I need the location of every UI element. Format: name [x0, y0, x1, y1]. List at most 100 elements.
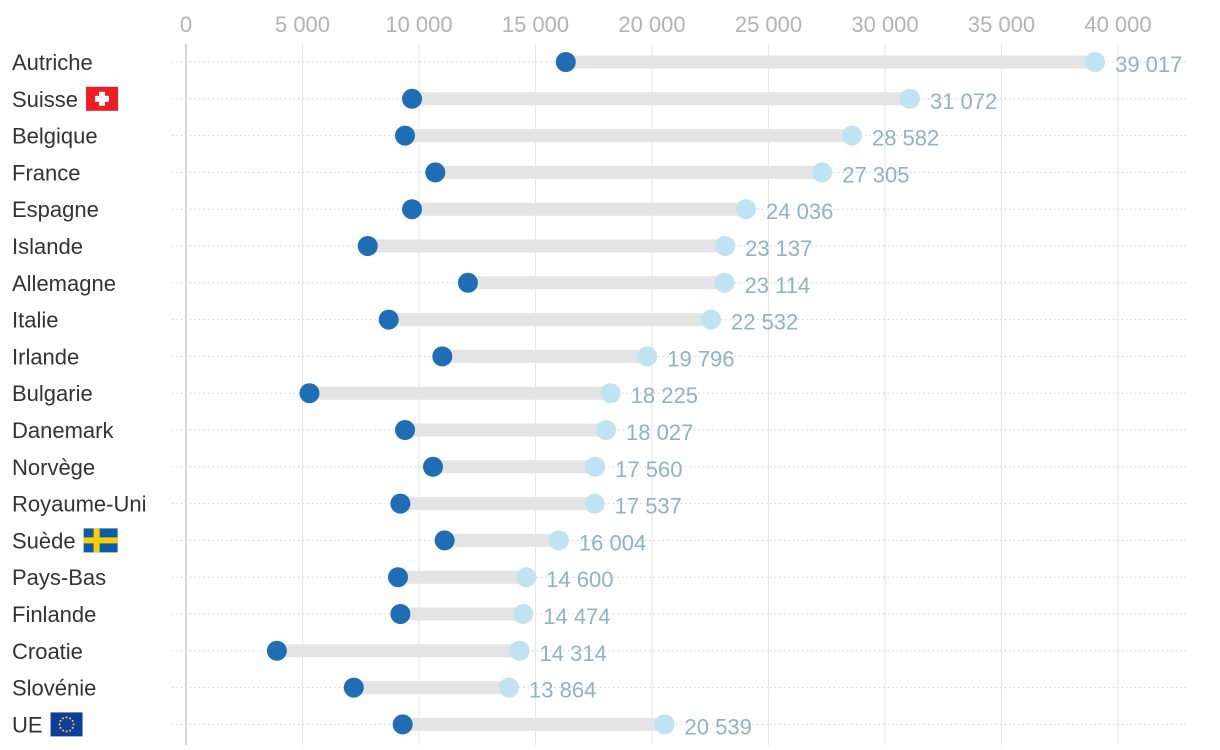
category-label: Suède	[12, 528, 76, 553]
flag-star	[69, 729, 72, 732]
category-label: UE	[12, 712, 43, 737]
x-tick-label: 0	[180, 12, 192, 37]
value-label: 14 474	[543, 604, 610, 629]
start-point	[390, 493, 411, 514]
end-point	[513, 604, 534, 624]
value-label: 18 225	[631, 383, 698, 408]
start-point	[357, 236, 378, 256]
end-point	[637, 346, 658, 367]
start-point	[388, 567, 409, 588]
end-point	[585, 456, 606, 477]
category-label: Irlande	[12, 344, 79, 369]
start-point	[390, 604, 411, 624]
end-point	[841, 125, 862, 146]
start-point	[343, 677, 364, 698]
value-label: 17 560	[615, 457, 682, 482]
value-label: 23 137	[745, 236, 812, 261]
category-label: Islande	[12, 234, 83, 259]
end-point	[899, 88, 920, 109]
x-tick-label: 20 000	[618, 12, 685, 37]
end-point	[1085, 52, 1106, 72]
start-point	[457, 272, 478, 293]
flag-star	[62, 717, 65, 720]
end-point	[499, 677, 520, 698]
x-tick-label: 40 000	[1084, 12, 1151, 37]
end-point	[654, 714, 675, 735]
value-label: 13 864	[529, 678, 596, 703]
flag-field	[50, 712, 83, 737]
value-label: 19 796	[667, 346, 734, 371]
category-label: Pays-Bas	[12, 565, 106, 590]
start-point	[299, 383, 320, 404]
end-point	[516, 567, 537, 588]
category-label: Bulgarie	[12, 381, 93, 406]
flag-star	[62, 729, 65, 732]
value-label: 14 314	[540, 641, 607, 666]
flag-star	[69, 717, 72, 720]
category-label: Belgique	[12, 124, 98, 149]
x-tick-label: 5 000	[275, 12, 330, 37]
end-point	[736, 199, 757, 220]
x-tick-label: 25 000	[735, 12, 802, 37]
category-label: Royaume-Uni	[12, 492, 147, 517]
value-label: 20 539	[685, 714, 752, 739]
end-point	[714, 272, 735, 293]
start-point	[422, 456, 443, 477]
swiss-flag-icon	[86, 86, 119, 111]
value-label: 14 600	[546, 567, 613, 592]
swedish-flag-icon	[83, 528, 118, 553]
category-label: Danemark	[12, 418, 114, 443]
value-label: 17 537	[615, 494, 682, 519]
start-point	[555, 52, 576, 72]
flag-star	[72, 723, 75, 726]
flag-star	[65, 716, 68, 719]
category-label: Croatie	[12, 639, 83, 664]
start-point	[434, 530, 455, 551]
start-point	[266, 640, 287, 661]
x-tick-label: 15 000	[502, 12, 569, 37]
flag-star	[59, 719, 62, 722]
value-label: 18 027	[626, 420, 693, 445]
value-label: 24 036	[766, 199, 833, 224]
flag-cross-horizontal	[95, 95, 110, 102]
category-label: Suisse	[12, 87, 78, 112]
flag-star	[65, 730, 68, 733]
category-label: Allemagne	[12, 271, 116, 296]
start-point	[395, 125, 416, 146]
eu-flag-icon	[50, 712, 83, 737]
start-point	[402, 199, 423, 220]
category-label: Finlande	[12, 602, 96, 627]
category-label: Slovénie	[12, 676, 96, 701]
value-label: 28 582	[872, 126, 939, 151]
end-point	[715, 236, 736, 256]
category-label: Italie	[12, 308, 58, 333]
category-label: Espagne	[12, 197, 99, 222]
flag-star	[71, 726, 74, 729]
end-point	[584, 493, 605, 514]
x-tick-label: 35 000	[968, 12, 1035, 37]
x-tick-label: 30 000	[851, 12, 918, 37]
flag-star	[59, 726, 62, 729]
start-point	[378, 309, 399, 330]
category-label: Norvège	[12, 455, 95, 480]
flag-star	[71, 719, 74, 722]
value-label: 27 305	[842, 162, 909, 187]
value-label: 39 017	[1115, 52, 1182, 77]
category-label: Autriche	[12, 50, 93, 75]
end-point	[600, 383, 621, 404]
x-tick-label: 10 000	[385, 12, 452, 37]
end-point	[700, 309, 721, 330]
end-point	[812, 162, 833, 183]
flag-cross-horizontal	[83, 537, 118, 544]
start-point	[395, 420, 416, 440]
end-point	[596, 420, 617, 440]
value-label: 23 114	[745, 273, 811, 298]
start-point	[402, 88, 423, 109]
value-label: 31 072	[930, 89, 997, 114]
start-point	[392, 714, 413, 735]
start-point	[432, 346, 453, 367]
start-point	[425, 162, 446, 183]
value-label: 22 532	[731, 310, 798, 335]
